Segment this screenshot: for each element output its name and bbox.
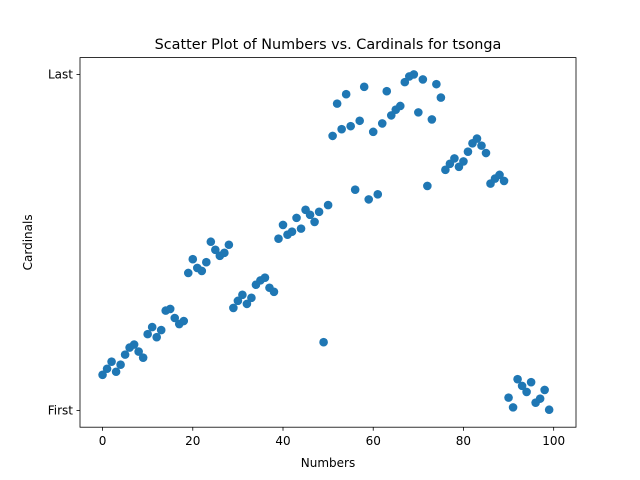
data-point xyxy=(504,393,513,402)
data-point xyxy=(463,147,473,156)
data-point xyxy=(526,377,536,387)
data-point xyxy=(120,350,130,359)
data-point xyxy=(364,195,374,204)
data-point xyxy=(495,170,504,180)
data-point xyxy=(323,200,333,210)
data-point xyxy=(188,254,198,264)
data-point xyxy=(432,79,441,89)
data-point xyxy=(206,237,216,247)
data-point xyxy=(517,381,527,391)
data-point xyxy=(274,234,283,243)
data-point xyxy=(220,248,229,258)
y-tick-label: Last xyxy=(48,68,73,82)
data-point xyxy=(355,116,364,126)
data-point xyxy=(310,217,319,227)
data-point xyxy=(450,154,459,163)
data-point xyxy=(477,141,486,150)
data-point xyxy=(296,224,306,233)
data-point xyxy=(373,190,383,199)
data-point xyxy=(170,313,180,323)
x-tick-label: 20 xyxy=(185,434,200,448)
data-points xyxy=(98,70,554,415)
data-point xyxy=(535,394,545,403)
chart-title: Scatter Plot of Numbers vs. Cardinals fo… xyxy=(155,37,502,53)
data-point xyxy=(508,403,518,412)
data-point xyxy=(459,157,468,166)
data-point xyxy=(147,322,157,332)
data-point xyxy=(522,387,531,397)
data-point xyxy=(395,101,405,111)
data-point xyxy=(247,293,256,303)
data-point xyxy=(202,257,211,267)
data-point xyxy=(350,185,360,194)
data-point xyxy=(238,290,247,300)
data-point xyxy=(305,210,315,220)
data-point xyxy=(513,374,522,384)
data-point xyxy=(152,332,161,342)
data-point xyxy=(314,207,324,217)
data-point xyxy=(260,273,270,282)
data-point xyxy=(197,266,207,276)
data-point xyxy=(143,329,152,339)
data-point xyxy=(382,86,392,96)
data-point xyxy=(292,213,301,223)
data-point xyxy=(481,148,491,158)
data-point xyxy=(540,385,549,395)
data-point xyxy=(179,316,189,326)
data-point xyxy=(183,268,193,278)
x-tick-label: 40 xyxy=(275,434,290,448)
data-point xyxy=(165,304,175,314)
data-point xyxy=(499,176,509,186)
data-point xyxy=(229,303,238,313)
data-point xyxy=(134,347,143,356)
data-point xyxy=(359,82,369,92)
data-point xyxy=(102,364,112,374)
data-point xyxy=(138,353,148,362)
data-point xyxy=(377,119,387,128)
data-point xyxy=(423,181,432,191)
data-point xyxy=(368,127,378,137)
data-point xyxy=(337,124,346,134)
x-axis-label: Numbers xyxy=(301,456,355,470)
data-point xyxy=(328,131,337,141)
data-point xyxy=(224,240,234,250)
data-point xyxy=(116,360,125,370)
data-point xyxy=(544,405,554,415)
data-point xyxy=(341,89,351,99)
data-point xyxy=(287,227,297,236)
data-point xyxy=(107,357,116,366)
data-point xyxy=(278,220,288,230)
x-tick-label: 100 xyxy=(542,434,565,448)
data-point xyxy=(156,325,166,335)
data-point xyxy=(242,299,252,309)
data-point xyxy=(436,93,446,102)
data-point xyxy=(427,115,437,124)
data-point xyxy=(211,245,220,255)
data-point xyxy=(233,296,243,306)
data-point xyxy=(98,370,107,380)
x-tick-label: 60 xyxy=(366,434,381,448)
y-axis: First Last xyxy=(48,68,80,418)
data-point xyxy=(409,70,419,79)
data-point xyxy=(346,121,355,131)
data-point xyxy=(319,337,328,347)
data-point xyxy=(332,99,342,108)
data-point xyxy=(269,287,279,297)
x-tick-label: 0 xyxy=(99,434,107,448)
x-tick-label: 80 xyxy=(456,434,471,448)
data-point xyxy=(129,340,139,349)
plot-frame xyxy=(79,57,577,428)
y-tick-label: First xyxy=(48,404,74,418)
data-point xyxy=(418,75,428,84)
x-axis: 0 20 40 60 80 100 xyxy=(99,427,565,448)
data-point xyxy=(441,165,450,175)
data-point xyxy=(414,108,423,117)
data-point xyxy=(111,367,121,377)
y-axis-label: Cardinals xyxy=(21,214,35,270)
data-point xyxy=(472,134,482,143)
